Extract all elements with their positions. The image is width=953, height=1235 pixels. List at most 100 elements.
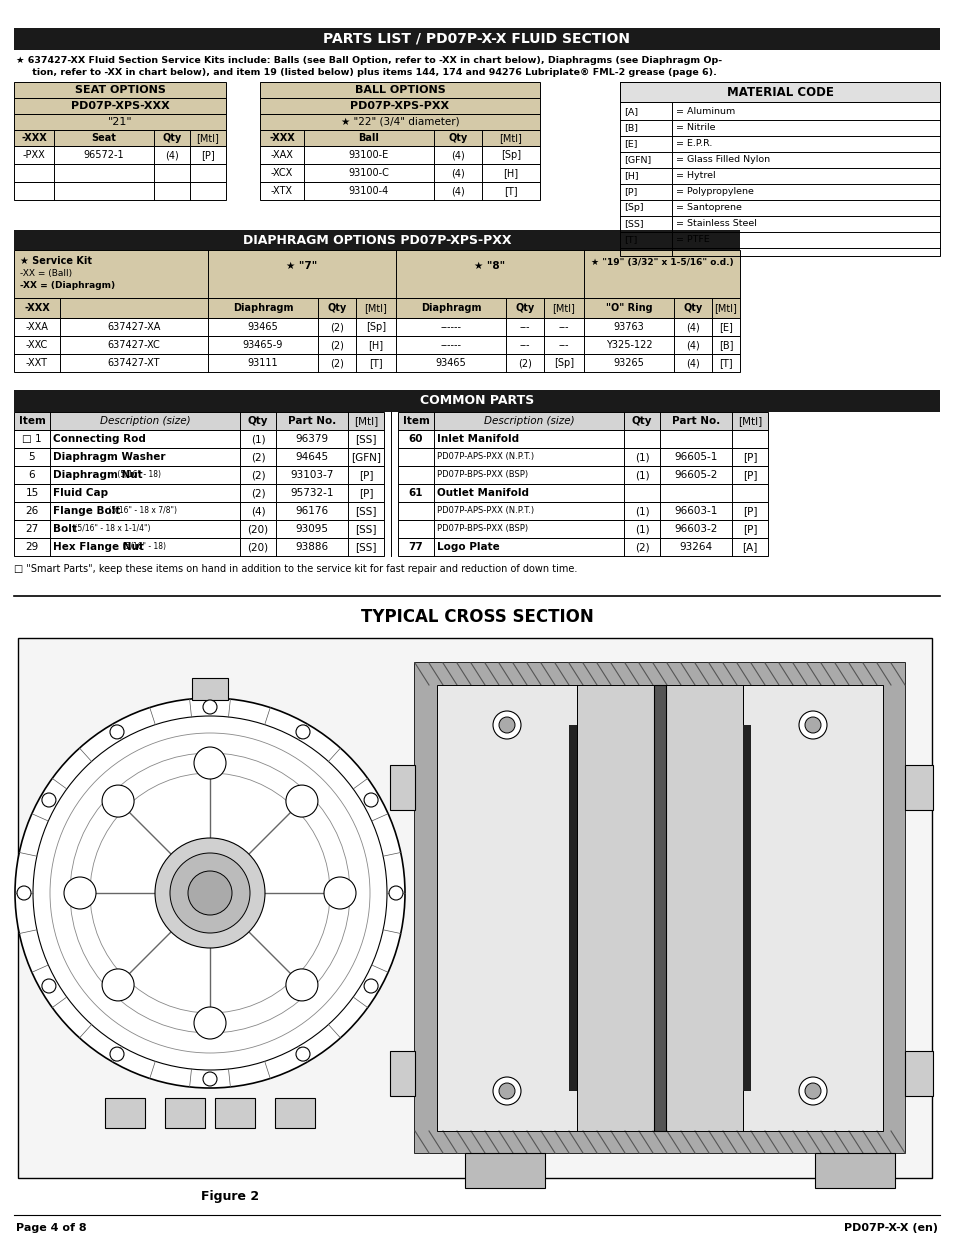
Text: [H]: [H] [503, 168, 518, 178]
Text: Qty: Qty [448, 133, 467, 143]
Text: 27: 27 [26, 524, 38, 534]
Text: [SS]: [SS] [355, 524, 376, 534]
Bar [397, 538, 767, 556]
Bar [14, 28, 939, 49]
Bar [742, 685, 882, 1131]
Circle shape [389, 885, 402, 900]
Text: Inlet Manifold: Inlet Manifold [436, 433, 518, 445]
Bar [260, 130, 539, 146]
Bar [14, 98, 226, 114]
Bar [390, 764, 415, 810]
Bar [165, 1098, 205, 1128]
Text: (2): (2) [517, 358, 532, 368]
Bar [14, 538, 384, 556]
Bar [14, 114, 226, 130]
Circle shape [102, 785, 134, 818]
Bar [415, 663, 904, 685]
Bar [260, 182, 539, 200]
Circle shape [498, 1083, 515, 1099]
Text: (4): (4) [165, 149, 178, 161]
Text: [GFN]: [GFN] [623, 156, 651, 164]
Bar [654, 685, 665, 1131]
Text: DIAPHRAGM OPTIONS PD07P-XPS-PXX: DIAPHRAGM OPTIONS PD07P-XPS-PXX [242, 233, 511, 247]
Text: 93763: 93763 [613, 322, 643, 332]
Text: = Aluminum: = Aluminum [676, 107, 735, 116]
Bar [18, 638, 931, 1178]
Text: Qty: Qty [162, 133, 181, 143]
Bar [14, 182, 226, 200]
Bar [14, 130, 226, 146]
Bar [14, 430, 384, 448]
Text: Outlet Manifold: Outlet Manifold [436, 488, 529, 498]
Text: = Hytrel: = Hytrel [676, 172, 715, 180]
Text: 93886: 93886 [295, 542, 328, 552]
Text: (4): (4) [451, 186, 464, 196]
Circle shape [110, 725, 124, 739]
Circle shape [364, 979, 377, 993]
Text: (5/16" - 18 x 7/8"): (5/16" - 18 x 7/8") [106, 506, 176, 515]
Text: (4): (4) [451, 168, 464, 178]
Bar [14, 520, 384, 538]
Bar [260, 164, 539, 182]
Text: = Polypropylene: = Polypropylene [676, 188, 753, 196]
Text: SEAT OPTIONS: SEAT OPTIONS [74, 85, 165, 95]
Text: 6: 6 [29, 471, 35, 480]
Text: [Mtl]: [Mtl] [354, 416, 377, 426]
Bar [814, 1153, 894, 1188]
Text: (1): (1) [634, 452, 649, 462]
Text: □ 1: □ 1 [22, 433, 42, 445]
Bar [390, 1051, 415, 1095]
Text: TYPICAL CROSS SECTION: TYPICAL CROSS SECTION [360, 608, 593, 626]
Bar [397, 538, 767, 556]
Text: (20): (20) [247, 524, 269, 534]
Text: (2): (2) [330, 322, 344, 332]
Text: (1): (1) [634, 471, 649, 480]
Circle shape [799, 1077, 826, 1105]
Text: (4): (4) [685, 322, 700, 332]
Bar [260, 98, 539, 114]
Bar [14, 182, 226, 200]
Text: 26: 26 [26, 506, 38, 516]
Text: 61: 61 [408, 488, 423, 498]
Text: [P]: [P] [623, 188, 637, 196]
Text: -XTX: -XTX [271, 186, 293, 196]
Bar [397, 430, 767, 448]
Text: ---: --- [558, 322, 569, 332]
Text: 60: 60 [408, 433, 423, 445]
Bar [742, 725, 750, 1091]
Bar [397, 501, 767, 520]
Text: [SS]: [SS] [355, 506, 376, 516]
Text: [SS]: [SS] [623, 220, 643, 228]
Bar [904, 764, 932, 810]
Bar [397, 448, 767, 466]
Bar [397, 501, 767, 520]
Text: Part No.: Part No. [288, 416, 335, 426]
Text: PD07P-XPS-XXX: PD07P-XPS-XXX [71, 101, 170, 111]
Text: COMMON PARTS: COMMON PARTS [419, 394, 534, 408]
Text: (5/16" - 18): (5/16" - 18) [120, 542, 166, 552]
Text: 95732-1: 95732-1 [290, 488, 334, 498]
Text: ★ Service Kit: ★ Service Kit [20, 256, 91, 266]
Text: 93465-9: 93465-9 [243, 340, 283, 350]
Text: (2): (2) [251, 471, 265, 480]
Text: [GFN]: [GFN] [351, 452, 380, 462]
Bar [397, 466, 767, 484]
Text: Diaphragm: Diaphragm [420, 303, 480, 312]
Text: Item: Item [402, 416, 429, 426]
Text: [T]: [T] [719, 358, 732, 368]
Text: 93100-E: 93100-E [349, 149, 389, 161]
Bar [14, 230, 740, 249]
Text: = Nitrile: = Nitrile [676, 124, 715, 132]
Text: (5/16" - 18 x 1-1/4"): (5/16" - 18 x 1-1/4") [72, 525, 151, 534]
Text: ------: ------ [440, 322, 461, 332]
Text: 96603-2: 96603-2 [674, 524, 717, 534]
Text: [P]: [P] [742, 524, 757, 534]
Text: (20): (20) [247, 542, 269, 552]
Text: -PXX: -PXX [23, 149, 46, 161]
Bar [165, 1098, 205, 1128]
Text: [P]: [P] [201, 149, 214, 161]
Text: = PTFE: = PTFE [676, 236, 709, 245]
Text: Part No.: Part No. [671, 416, 720, 426]
Text: Flange Bolt: Flange Bolt [53, 506, 120, 516]
Text: [T]: [T] [503, 186, 517, 196]
